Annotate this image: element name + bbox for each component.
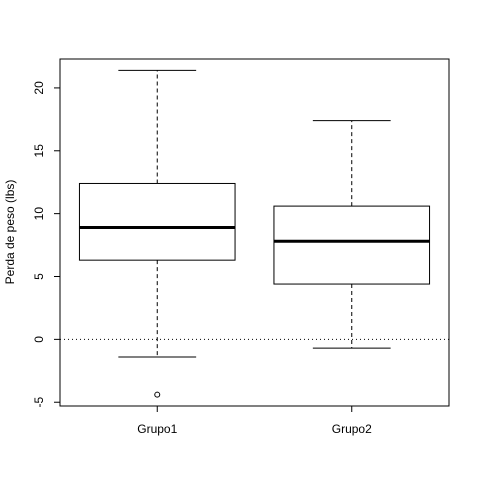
boxes-layer <box>78 69 431 398</box>
box-grupo2 <box>273 120 431 349</box>
y-tick-label: -5 <box>32 397 46 408</box>
x-tick-label: Grupo2 <box>332 422 372 436</box>
y-tick-label: 15 <box>32 144 46 158</box>
y-tick-label: 10 <box>32 207 46 221</box>
iqr-box <box>273 205 431 285</box>
x-axis: Grupo1 Grupo2 <box>137 405 372 436</box>
y-axis-label: Perda de peso (lbs) <box>3 180 17 285</box>
iqr-box <box>78 182 236 261</box>
y-axis: -5 0 5 10 15 20 <box>32 81 61 408</box>
y-tick-label: 0 <box>32 336 46 343</box>
y-tick-label: 20 <box>32 81 46 95</box>
y-tick-label: 5 <box>32 273 46 280</box>
box-grupo1 <box>78 69 236 398</box>
x-tick-label: Grupo1 <box>137 422 177 436</box>
outlier-point <box>154 391 161 398</box>
